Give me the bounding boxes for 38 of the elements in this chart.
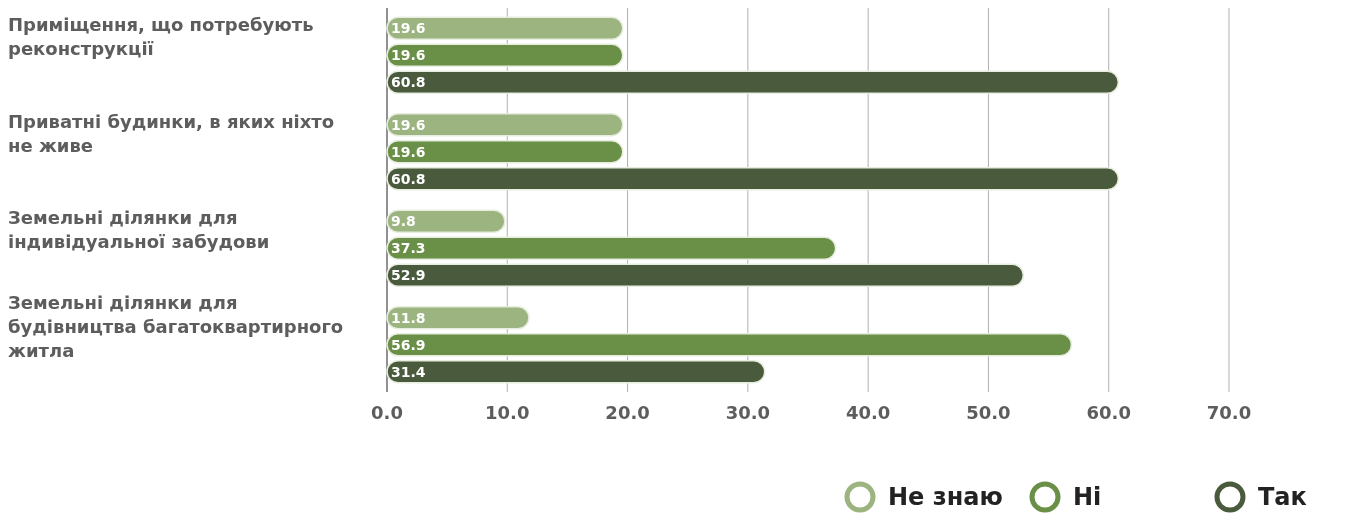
y-tick-label: Приватні будинки, в яких ніхто не живе xyxy=(8,110,335,156)
data-label: 31.4 xyxy=(391,363,426,380)
bar xyxy=(386,16,624,41)
x-tick-label: 10.0 xyxy=(485,402,530,423)
x-tick-label: 50.0 xyxy=(966,402,1011,423)
bar xyxy=(386,209,506,233)
x-tick-label: 20.0 xyxy=(605,402,650,423)
data-label: 56.9 xyxy=(391,336,426,353)
bar xyxy=(386,359,766,384)
legend-label: Не знаю xyxy=(888,483,1003,511)
bar xyxy=(386,113,624,137)
x-tick-label: 30.0 xyxy=(725,402,771,423)
legend-label: Так xyxy=(1258,483,1307,511)
data-label: 9.8 xyxy=(391,213,416,230)
bar xyxy=(386,332,1073,357)
bar xyxy=(386,167,1120,191)
bar xyxy=(386,236,837,260)
data-label: 52.9 xyxy=(391,267,426,284)
bar xyxy=(386,140,624,164)
data-label: 11.8 xyxy=(391,309,426,326)
x-tick-label: 60.0 xyxy=(1086,402,1131,423)
data-label: 60.8 xyxy=(391,170,426,187)
data-label: 60.8 xyxy=(391,74,426,91)
data-label: 19.6 xyxy=(391,20,426,37)
data-label: 19.6 xyxy=(391,143,426,160)
x-tick-label: 40.0 xyxy=(845,402,891,423)
y-tick-label: Земельні ділянки для будівництва багатоквартирного житла xyxy=(8,291,344,361)
y-tick-label: Приміщення, що потребують реконструкції xyxy=(8,14,314,60)
data-label: 19.6 xyxy=(391,116,426,133)
bar xyxy=(386,43,624,68)
data-label: 19.6 xyxy=(391,47,426,64)
legend-label: Ні xyxy=(1073,483,1102,511)
x-tick-label: 0.0 xyxy=(371,402,403,423)
x-tick-label: 70.0 xyxy=(1206,402,1252,423)
bar xyxy=(386,263,1025,287)
bar xyxy=(386,70,1120,95)
data-label: 37.3 xyxy=(391,240,426,257)
y-tick-label: Земельні ділянки для індивідуальної забудови xyxy=(8,207,270,253)
